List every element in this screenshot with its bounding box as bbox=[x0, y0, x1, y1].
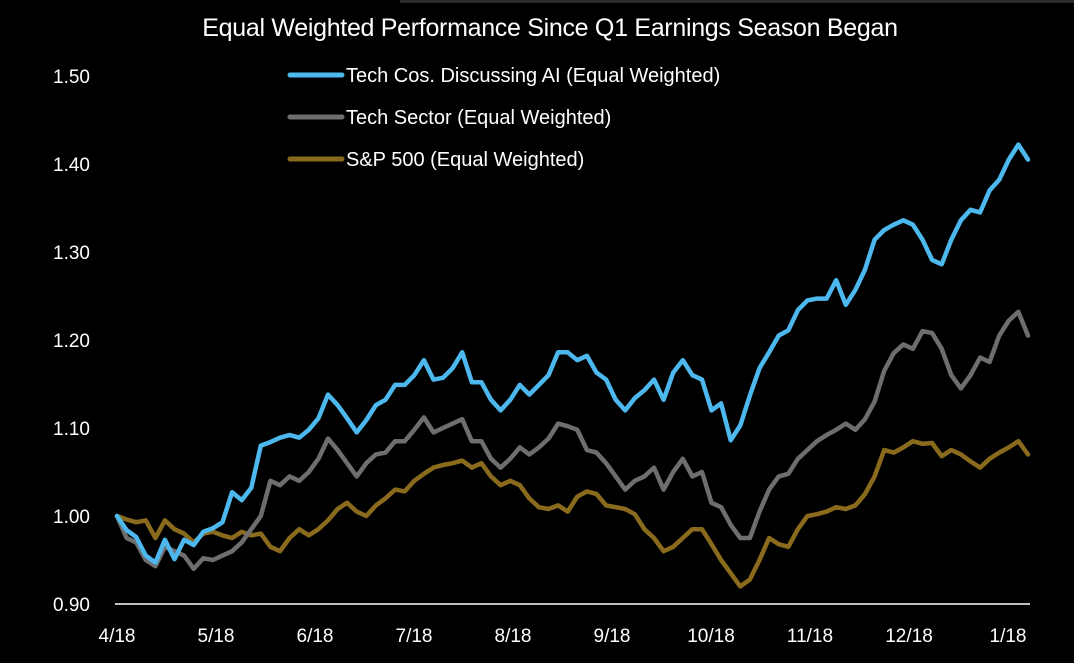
y-tick-label: 1.10 bbox=[53, 419, 90, 440]
x-tick-label: 11/18 bbox=[787, 626, 833, 647]
legend-label: Tech Sector (Equal Weighted) bbox=[346, 107, 611, 129]
y-axis-ticks: 0.90 1.00 1.10 1.20 1.30 1.40 1.50 bbox=[53, 67, 90, 616]
legend: Tech Cos. Discussing AI (Equal Weighted)… bbox=[287, 65, 720, 171]
y-tick-label: 0.90 bbox=[53, 595, 90, 616]
y-tick-label: 1.40 bbox=[53, 155, 90, 176]
x-axis-ticks: 4/18 5/18 6/18 7/18 8/18 9/18 10/18 11/18 12/18 1… bbox=[99, 626, 1027, 647]
top-border-strip bbox=[400, 0, 1074, 3]
series-line-tech-sector bbox=[114, 309, 1031, 572]
y-tick-label: 1.20 bbox=[53, 331, 90, 352]
x-tick-label: 5/18 bbox=[198, 626, 235, 647]
series-line-sp500 bbox=[114, 438, 1031, 589]
y-tick-label: 1.30 bbox=[53, 243, 90, 264]
legend-label: S&P 500 (Equal Weighted) bbox=[346, 149, 584, 171]
x-tick-label: 7/18 bbox=[396, 626, 433, 647]
chart-title: Equal Weighted Performance Since Q1 Earn… bbox=[202, 14, 898, 42]
x-tick-label: 4/18 bbox=[99, 626, 136, 647]
legend-label: Tech Cos. Discussing AI (Equal Weighted) bbox=[346, 65, 720, 87]
x-tick-label: 6/18 bbox=[297, 626, 334, 647]
x-tick-label: 1/18 bbox=[990, 626, 1027, 647]
x-tick-label: 8/18 bbox=[495, 626, 532, 647]
y-tick-label: 1.00 bbox=[53, 507, 90, 528]
series-lines bbox=[114, 142, 1031, 589]
x-tick-label: 9/18 bbox=[594, 626, 631, 647]
x-tick-label: 10/18 bbox=[687, 626, 735, 647]
y-tick-label: 1.50 bbox=[53, 67, 90, 88]
series-line-ai-tech bbox=[114, 142, 1031, 565]
x-tick-label: 12/18 bbox=[885, 626, 933, 647]
